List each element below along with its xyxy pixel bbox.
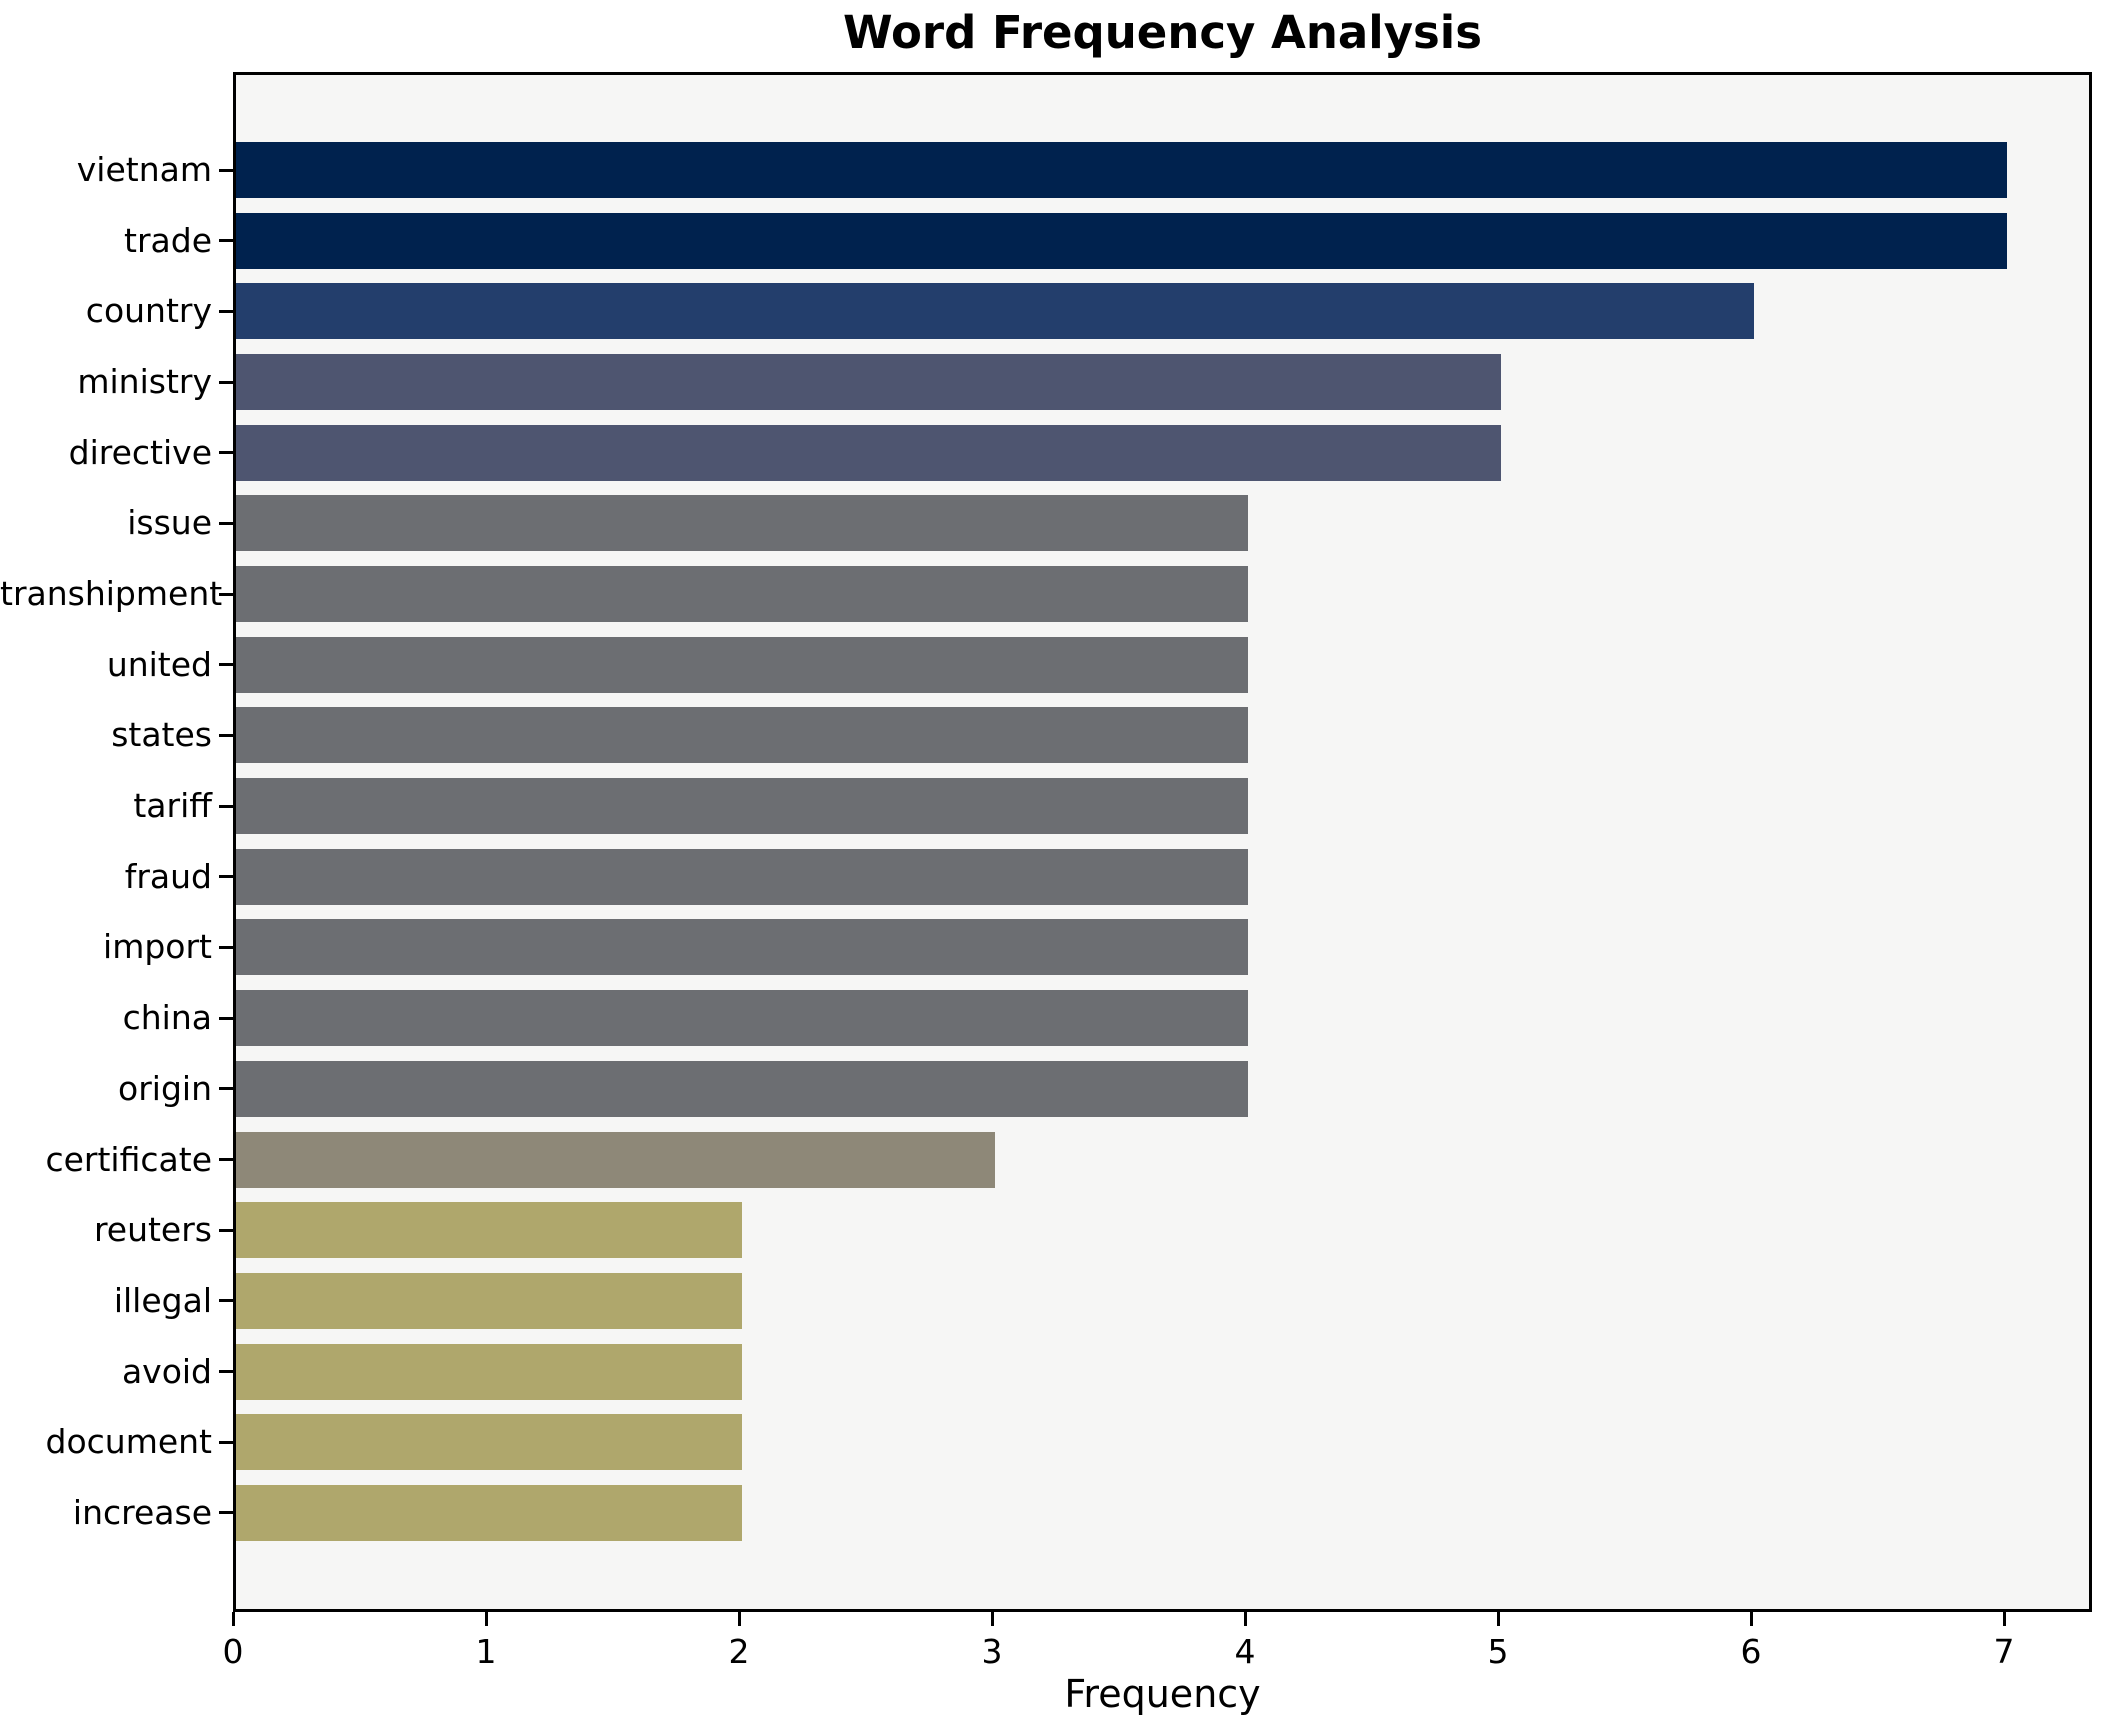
x-tick-label-5: 5 <box>1487 1632 1509 1671</box>
bar-transhipment <box>236 566 1248 623</box>
x-tick-label-4: 4 <box>1234 1632 1256 1671</box>
y-tick-mark-transhipment <box>219 592 233 596</box>
bar-united <box>236 636 1248 693</box>
y-tick-label-reuters: reuters <box>93 1210 212 1250</box>
x-tick-mark-3 <box>990 1612 994 1626</box>
y-tick-label-directive: directive <box>68 432 212 472</box>
y-tick-mark-illegal <box>219 1299 233 1303</box>
y-tick-mark-issue <box>219 521 233 525</box>
y-tick-mark-ministry <box>219 380 233 384</box>
x-tick-label-7: 7 <box>1993 1632 2015 1671</box>
y-tick-label-increase: increase <box>72 1492 212 1532</box>
y-tick-mark-avoid <box>219 1370 233 1374</box>
bar-country <box>236 283 1754 340</box>
plot-area <box>233 72 2092 1612</box>
y-tick-label-ministry: ministry <box>77 362 212 402</box>
x-tick-mark-2 <box>737 1612 741 1626</box>
y-tick-mark-tariff <box>219 804 233 808</box>
y-tick-label-illegal: illegal <box>113 1280 212 1320</box>
y-tick-mark-import <box>219 945 233 949</box>
bar-vietnam <box>236 142 2007 198</box>
chart-title: Word Frequency Analysis <box>842 6 1483 59</box>
y-tick-mark-states <box>219 733 233 737</box>
x-tick-mark-7 <box>2002 1612 2006 1626</box>
y-tick-mark-origin <box>219 1087 233 1091</box>
bar-origin <box>236 1060 1248 1117</box>
y-tick-mark-fraud <box>219 875 233 879</box>
y-tick-mark-certificate <box>219 1158 233 1162</box>
x-tick-mark-4 <box>1243 1612 1247 1626</box>
x-tick-label-3: 3 <box>981 1632 1003 1671</box>
x-tick-mark-1 <box>484 1612 488 1626</box>
y-tick-label-trade: trade <box>124 220 212 260</box>
y-tick-mark-document <box>219 1440 233 1444</box>
bar-trade <box>236 212 2007 269</box>
bar-increase <box>236 1484 742 1541</box>
bar-illegal <box>236 1272 742 1329</box>
y-tick-label-transhipment: transhipment <box>0 574 223 614</box>
bar-issue <box>236 495 1248 552</box>
y-tick-label-china: china <box>122 998 212 1038</box>
y-tick-mark-china <box>219 1016 233 1020</box>
x-tick-label-0: 0 <box>222 1632 244 1671</box>
y-tick-label-country: country <box>85 291 212 331</box>
y-tick-mark-country <box>219 309 233 313</box>
y-tick-label-import: import <box>103 927 212 967</box>
bar-avoid <box>236 1343 742 1400</box>
y-tick-mark-directive <box>219 451 233 455</box>
y-tick-label-states: states <box>111 715 212 755</box>
y-tick-label-certificate: certificate <box>45 1139 212 1179</box>
y-tick-label-document: document <box>45 1422 213 1462</box>
x-tick-mark-0 <box>231 1612 235 1626</box>
bar-import <box>236 919 1248 976</box>
y-tick-mark-united <box>219 663 233 667</box>
y-tick-label-vietnam: vietnam <box>76 150 212 189</box>
x-tick-label-2: 2 <box>728 1632 750 1671</box>
y-tick-mark-trade <box>219 239 233 243</box>
bar-reuters <box>236 1202 742 1259</box>
y-tick-label-tariff: tariff <box>133 786 212 826</box>
y-tick-label-fraud: fraud <box>124 856 212 896</box>
y-tick-label-avoid: avoid <box>121 1351 212 1391</box>
x-tick-label-6: 6 <box>1740 1632 1762 1671</box>
y-tick-label-origin: origin <box>118 1068 212 1108</box>
y-tick-mark-vietnam <box>219 168 233 172</box>
bar-states <box>236 707 1248 764</box>
x-axis-label: Frequency <box>1064 1672 1261 1716</box>
y-tick-mark-reuters <box>219 1228 233 1232</box>
bar-directive <box>236 424 1501 481</box>
y-tick-mark-increase <box>219 1511 233 1515</box>
x-tick-mark-6 <box>1749 1612 1753 1626</box>
bar-fraud <box>236 848 1248 905</box>
y-tick-label-issue: issue <box>127 503 212 543</box>
bar-china <box>236 990 1248 1047</box>
x-tick-label-1: 1 <box>475 1632 497 1671</box>
bar-tariff <box>236 778 1248 835</box>
x-tick-mark-5 <box>1496 1612 1500 1626</box>
bar-ministry <box>236 354 1501 411</box>
y-tick-label-united: united <box>106 644 212 684</box>
bar-certificate <box>236 1131 995 1188</box>
bar-document <box>236 1414 742 1471</box>
